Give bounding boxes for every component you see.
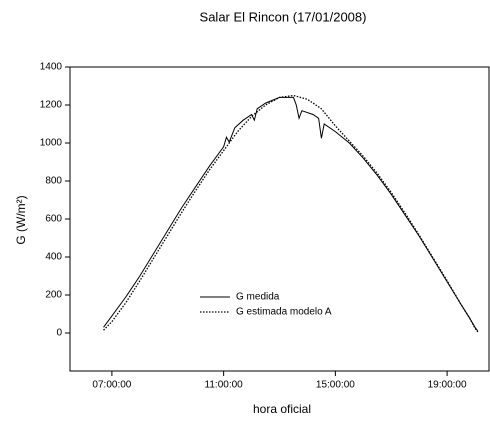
y-tick-label: 800 <box>45 176 62 187</box>
y-tick-label: 1400 <box>40 62 63 73</box>
legend-label: G medida <box>236 292 280 303</box>
x-axis-label: hora oficial <box>253 402 311 416</box>
plot-frame <box>69 66 490 372</box>
y-tick-label: 600 <box>45 214 62 225</box>
data-line <box>103 96 479 332</box>
x-tick-label: 15:00:00 <box>316 380 355 391</box>
chart-title: Salar El Rincon (17/01/2008) <box>200 9 367 24</box>
y-axis-label: G (W/m²) <box>14 195 28 244</box>
y-tick-label: 1000 <box>40 138 63 149</box>
y-tick-label: 200 <box>45 290 62 301</box>
x-tick-label: 11:00:00 <box>205 380 244 391</box>
legend-label: G estimada modelo A <box>236 307 332 318</box>
y-tick-label: 400 <box>45 252 62 263</box>
y-tick-label: 1200 <box>40 100 63 111</box>
x-tick-label: 19:00:00 <box>428 380 467 391</box>
data-line <box>103 94 479 333</box>
x-tick-label: 07:00:00 <box>92 380 131 391</box>
y-tick-label: 0 <box>56 328 62 339</box>
